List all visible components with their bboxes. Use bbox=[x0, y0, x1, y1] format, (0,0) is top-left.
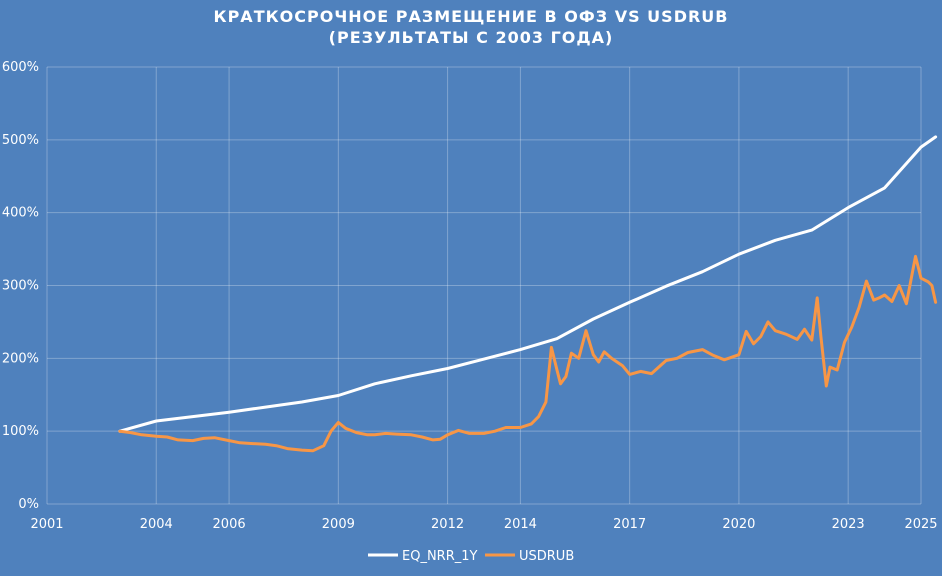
x-tick-label: 2014 bbox=[504, 517, 537, 532]
x-tick-label: 2012 bbox=[431, 517, 464, 532]
x-tick-label: 2006 bbox=[213, 517, 246, 532]
y-tick-label: 100% bbox=[2, 424, 39, 439]
series-layer bbox=[118, 135, 938, 453]
x-tick-label: 2017 bbox=[613, 517, 646, 532]
y-tick-label: 600% bbox=[2, 60, 39, 75]
chart-subtitle: (РЕЗУЛЬТАТЫ С 2003 ГОДА) bbox=[329, 28, 614, 47]
y-tick-label: 400% bbox=[2, 206, 39, 221]
legend-label-eq: EQ_NRR_1Y bbox=[402, 549, 478, 564]
y-tick-label: 500% bbox=[2, 133, 39, 148]
x-axis-ticks: 2001 2004 2006 2009 2012 2014 2017 2020 2023 2025 bbox=[30, 517, 937, 532]
x-tick-label: 2004 bbox=[140, 517, 173, 532]
legend: EQ_NRR_1Y USDRUB bbox=[368, 549, 574, 564]
x-tick-label: 2001 bbox=[30, 517, 63, 532]
grid-layer bbox=[46, 66, 922, 505]
chart-title: КРАТКОСРОЧНОЕ РАЗМЕЩЕНИЕ В ОФЗ VS USDRUB bbox=[214, 7, 729, 26]
x-tick-label: 2009 bbox=[322, 517, 355, 532]
x-tick-label: 2023 bbox=[832, 517, 865, 532]
x-tick-label: 2025 bbox=[904, 517, 937, 532]
legend-label-usd: USDRUB bbox=[519, 549, 574, 564]
y-tick-label: 300% bbox=[2, 279, 39, 294]
y-tick-label: 0% bbox=[18, 497, 39, 512]
series-line-eq bbox=[118, 135, 938, 433]
y-tick-label: 200% bbox=[2, 351, 39, 366]
x-tick-label: 2020 bbox=[722, 517, 755, 532]
y-axis-ticks: 0% 100% 200% 300% 400% 500% 600% bbox=[2, 60, 39, 512]
series-line-usdrub bbox=[118, 254, 938, 453]
